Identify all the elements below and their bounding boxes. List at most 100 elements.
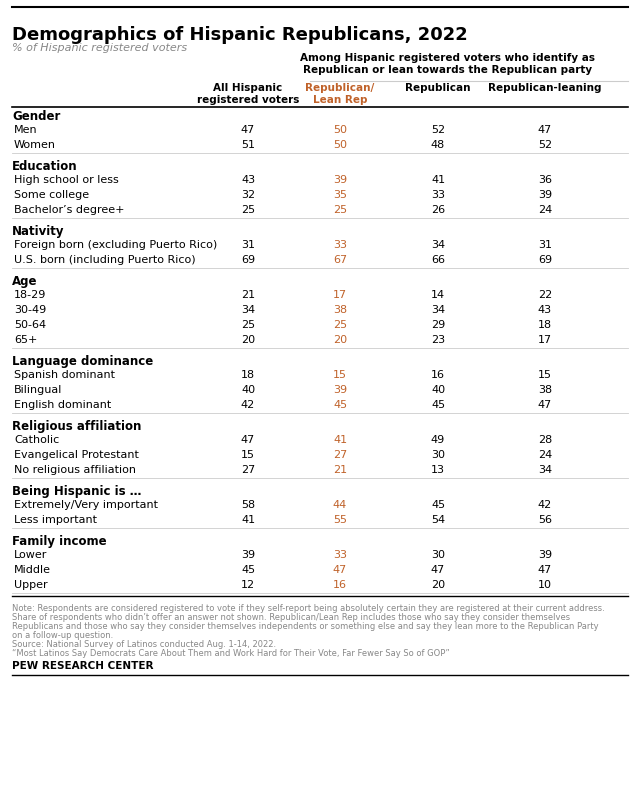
Text: 29: 29: [431, 320, 445, 330]
Text: Religious affiliation: Religious affiliation: [12, 420, 141, 433]
Text: 47: 47: [538, 125, 552, 135]
Text: 38: 38: [333, 305, 347, 315]
Text: Catholic: Catholic: [14, 435, 60, 445]
Text: 47: 47: [241, 435, 255, 445]
Text: 13: 13: [431, 465, 445, 475]
Text: 48: 48: [431, 140, 445, 150]
Text: 52: 52: [538, 140, 552, 150]
Text: 69: 69: [241, 255, 255, 265]
Text: 45: 45: [431, 500, 445, 510]
Text: U.S. born (including Puerto Rico): U.S. born (including Puerto Rico): [14, 255, 196, 265]
Text: 14: 14: [431, 290, 445, 300]
Text: Being Hispanic is …: Being Hispanic is …: [12, 485, 141, 498]
Text: 42: 42: [538, 500, 552, 510]
Text: Family income: Family income: [12, 535, 107, 548]
Text: % of Hispanic registered voters: % of Hispanic registered voters: [12, 43, 187, 53]
Text: Spanish dominant: Spanish dominant: [14, 370, 115, 380]
Text: 47: 47: [333, 565, 347, 575]
Text: No religious affiliation: No religious affiliation: [14, 465, 136, 475]
Text: 20: 20: [333, 335, 347, 345]
Text: 25: 25: [333, 205, 347, 215]
Text: 17: 17: [538, 335, 552, 345]
Text: Education: Education: [12, 160, 77, 173]
Text: 34: 34: [538, 465, 552, 475]
Text: Republicans and those who say they consider themselves independents or something: Republicans and those who say they consi…: [12, 622, 598, 631]
Text: Women: Women: [14, 140, 56, 150]
Text: 45: 45: [333, 400, 347, 410]
Text: 26: 26: [431, 205, 445, 215]
Text: 47: 47: [538, 400, 552, 410]
Text: Upper: Upper: [14, 580, 47, 590]
Text: Less important: Less important: [14, 515, 97, 525]
Text: 39: 39: [333, 175, 347, 185]
Text: 18-29: 18-29: [14, 290, 46, 300]
Text: 41: 41: [431, 175, 445, 185]
Text: 36: 36: [538, 175, 552, 185]
Text: 54: 54: [431, 515, 445, 525]
Text: Republican: Republican: [405, 83, 471, 93]
Text: 50: 50: [333, 125, 347, 135]
Text: Share of respondents who didn’t offer an answer not shown. Republican/Lean Rep i: Share of respondents who didn’t offer an…: [12, 613, 570, 622]
Text: 41: 41: [333, 435, 347, 445]
Text: 10: 10: [538, 580, 552, 590]
Text: 20: 20: [241, 335, 255, 345]
Text: Bilingual: Bilingual: [14, 385, 62, 395]
Text: 51: 51: [241, 140, 255, 150]
Text: 67: 67: [333, 255, 347, 265]
Text: 47: 47: [538, 565, 552, 575]
Text: Source: National Survey of Latinos conducted Aug. 1-14, 2022.: Source: National Survey of Latinos condu…: [12, 640, 276, 649]
Text: 34: 34: [431, 240, 445, 250]
Text: 45: 45: [431, 400, 445, 410]
Text: 44: 44: [333, 500, 347, 510]
Text: All Hispanic
registered voters: All Hispanic registered voters: [197, 83, 299, 105]
Text: 43: 43: [241, 175, 255, 185]
Text: 47: 47: [431, 565, 445, 575]
Text: 15: 15: [241, 450, 255, 460]
Text: 65+: 65+: [14, 335, 37, 345]
Text: Nativity: Nativity: [12, 225, 65, 238]
Text: 30: 30: [431, 550, 445, 560]
Text: 24: 24: [538, 205, 552, 215]
Text: 49: 49: [431, 435, 445, 445]
Text: English dominant: English dominant: [14, 400, 111, 410]
Text: 27: 27: [333, 450, 347, 460]
Text: 38: 38: [538, 385, 552, 395]
Text: Some college: Some college: [14, 190, 89, 200]
Text: 43: 43: [538, 305, 552, 315]
Text: “Most Latinos Say Democrats Care About Them and Work Hard for Their Vote, Far Fe: “Most Latinos Say Democrats Care About T…: [12, 649, 450, 658]
Text: 39: 39: [538, 190, 552, 200]
Text: 69: 69: [538, 255, 552, 265]
Text: 40: 40: [431, 385, 445, 395]
Text: Among Hispanic registered voters who identify as
Republican or lean towards the : Among Hispanic registered voters who ide…: [300, 53, 595, 74]
Text: 66: 66: [431, 255, 445, 265]
Text: Language dominance: Language dominance: [12, 355, 153, 368]
Text: Republican-leaning: Republican-leaning: [488, 83, 602, 93]
Text: 27: 27: [241, 465, 255, 475]
Text: 28: 28: [538, 435, 552, 445]
Text: 45: 45: [241, 565, 255, 575]
Text: 31: 31: [538, 240, 552, 250]
Text: Demographics of Hispanic Republicans, 2022: Demographics of Hispanic Republicans, 20…: [12, 26, 468, 44]
Text: High school or less: High school or less: [14, 175, 119, 185]
Text: Note: Respondents are considered registered to vote if they self-report being ab: Note: Respondents are considered registe…: [12, 604, 605, 613]
Text: 23: 23: [431, 335, 445, 345]
Text: Extremely/Very important: Extremely/Very important: [14, 500, 158, 510]
Text: 47: 47: [241, 125, 255, 135]
Text: 55: 55: [333, 515, 347, 525]
Text: Evangelical Protestant: Evangelical Protestant: [14, 450, 139, 460]
Text: 25: 25: [241, 205, 255, 215]
Text: Lower: Lower: [14, 550, 47, 560]
Text: 12: 12: [241, 580, 255, 590]
Text: 50-64: 50-64: [14, 320, 46, 330]
Text: 34: 34: [241, 305, 255, 315]
Text: 21: 21: [241, 290, 255, 300]
Text: 30: 30: [431, 450, 445, 460]
Text: Men: Men: [14, 125, 38, 135]
Text: 16: 16: [333, 580, 347, 590]
Text: 15: 15: [538, 370, 552, 380]
Text: Republican/
Lean Rep: Republican/ Lean Rep: [305, 83, 374, 105]
Text: 33: 33: [333, 240, 347, 250]
Text: 33: 33: [431, 190, 445, 200]
Text: 41: 41: [241, 515, 255, 525]
Text: Age: Age: [12, 275, 38, 288]
